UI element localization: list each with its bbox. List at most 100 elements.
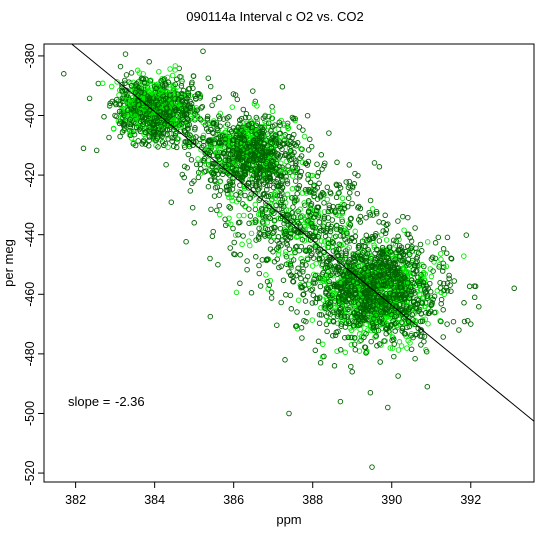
data-point — [240, 152, 246, 158]
data-point — [368, 274, 374, 281]
data-point — [398, 257, 404, 264]
data-point — [217, 115, 223, 122]
data-point — [294, 140, 301, 146]
y-tick-label: -480 — [23, 341, 37, 366]
data-point — [309, 317, 316, 323]
data-point — [344, 239, 350, 245]
y-tick-label: -400 — [23, 103, 37, 128]
data-point — [299, 190, 306, 196]
data-point — [326, 254, 333, 261]
data-point — [316, 256, 323, 263]
data-point — [283, 240, 290, 246]
data-point — [150, 91, 157, 98]
data-point — [300, 291, 307, 297]
data-point — [209, 163, 216, 170]
data-point — [314, 295, 321, 302]
data-point — [240, 233, 246, 239]
data-point — [303, 248, 309, 254]
data-point — [327, 299, 334, 306]
data-point — [291, 156, 297, 162]
data-point — [286, 233, 292, 240]
data-point — [167, 66, 173, 72]
data-point — [332, 208, 338, 214]
data-point — [141, 90, 148, 96]
data-point — [313, 207, 320, 214]
data-point — [228, 191, 234, 198]
data-point — [340, 233, 347, 239]
data-point — [424, 239, 431, 245]
data-point — [304, 112, 311, 119]
data-point — [276, 173, 283, 179]
data-point — [122, 80, 128, 86]
data-point — [417, 275, 424, 281]
data-point — [267, 215, 273, 221]
data-point — [246, 238, 252, 244]
data-point — [244, 258, 250, 264]
data-point — [286, 269, 292, 275]
data-point — [353, 307, 360, 313]
data-point — [187, 103, 194, 109]
data-point — [326, 205, 333, 211]
data-point — [251, 142, 258, 148]
data-point — [141, 131, 147, 138]
data-point — [128, 83, 135, 89]
data-point — [359, 256, 365, 263]
data-point — [179, 105, 185, 112]
data-point — [437, 318, 443, 324]
data-point — [317, 360, 324, 366]
data-point — [264, 149, 270, 155]
data-point — [252, 136, 259, 142]
data-point — [311, 182, 317, 189]
data-point — [412, 321, 418, 328]
data-point — [93, 147, 100, 154]
data-point — [272, 217, 278, 223]
data-point — [184, 165, 190, 171]
data-point — [418, 342, 424, 348]
data-point — [412, 262, 418, 269]
data-point — [154, 117, 160, 123]
data-point — [296, 174, 303, 180]
data-point — [351, 334, 358, 341]
data-point — [284, 191, 291, 198]
data-point — [172, 81, 179, 88]
data-point — [327, 226, 334, 232]
data-point — [172, 96, 178, 102]
data-point — [188, 157, 195, 163]
x-tick-label: 382 — [65, 493, 86, 507]
data-point — [399, 307, 406, 313]
data-point — [237, 117, 243, 123]
data-point — [348, 283, 354, 290]
data-point — [437, 251, 444, 257]
data-point — [184, 95, 190, 102]
data-point — [352, 258, 359, 264]
data-point — [270, 184, 277, 191]
data-point — [366, 236, 372, 243]
data-point — [251, 147, 258, 154]
data-point — [222, 136, 229, 143]
data-point — [300, 127, 306, 133]
data-point — [414, 268, 420, 274]
data-point — [361, 270, 367, 277]
data-point — [253, 218, 260, 224]
data-point — [424, 383, 431, 390]
data-point — [406, 262, 412, 268]
data-point — [256, 270, 263, 277]
data-point — [252, 150, 259, 156]
data-point — [301, 133, 308, 140]
data-point — [110, 126, 117, 132]
data-point — [181, 174, 187, 181]
data-point — [339, 218, 346, 225]
data-point — [298, 243, 304, 250]
data-point — [334, 348, 340, 354]
data-point — [204, 115, 211, 122]
data-point — [237, 132, 243, 139]
data-point — [355, 243, 362, 249]
data-point — [290, 279, 297, 285]
data-point — [314, 173, 321, 179]
data-point — [186, 117, 192, 123]
data-point — [325, 286, 331, 292]
data-point — [385, 221, 391, 227]
data-point — [304, 162, 311, 168]
data-point — [336, 182, 343, 188]
